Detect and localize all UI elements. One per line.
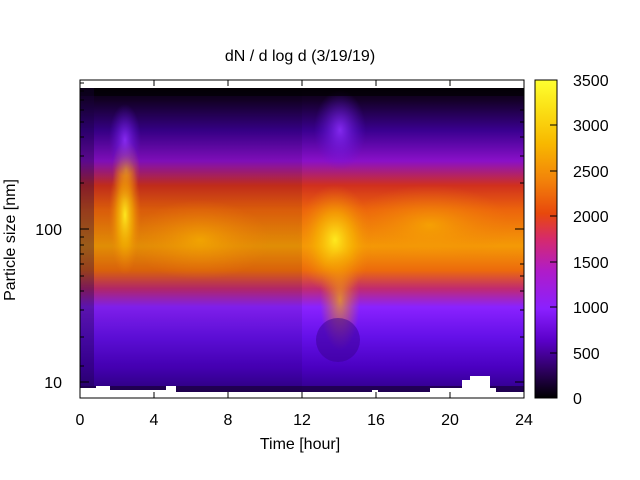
y-tick-label: 100 bbox=[35, 222, 62, 239]
colorbar-gradient bbox=[535, 80, 557, 398]
colorbar-tick-label: 3500 bbox=[573, 73, 609, 90]
y-axis: 10 100 Particle size [nm] bbox=[2, 82, 524, 392]
colorbar-tick-label: 3000 bbox=[573, 118, 609, 135]
heatmap-missing-data-mask bbox=[80, 376, 496, 392]
colorbar-tick-label: 2000 bbox=[573, 209, 609, 226]
heatmap-plot bbox=[80, 88, 524, 392]
colorbar: 0 500 1000 1500 2000 2500 3000 3500 bbox=[534, 73, 609, 408]
x-tick-label: 20 bbox=[441, 412, 459, 429]
x-axis-label: Time [hour] bbox=[260, 436, 340, 453]
colorbar-tick-label: 0 bbox=[573, 391, 582, 408]
x-tick-label: 4 bbox=[150, 412, 159, 429]
x-tick-label: 24 bbox=[515, 412, 533, 429]
colorbar-frame bbox=[534, 79, 558, 399]
colorbar-tick-label: 500 bbox=[573, 346, 600, 363]
x-tick-label: 8 bbox=[224, 412, 233, 429]
colorbar-tick-marks bbox=[550, 79, 557, 399]
heatmap-feature-mid-band bbox=[130, 200, 270, 280]
y-tick-marks bbox=[80, 82, 524, 383]
y-axis-label: Particle size [nm] bbox=[2, 179, 19, 301]
x-tick-label: 12 bbox=[293, 412, 311, 429]
x-tick-label: 16 bbox=[367, 412, 385, 429]
colorbar-tick-label: 1500 bbox=[573, 255, 609, 272]
y-tick-label: 10 bbox=[44, 375, 62, 392]
heatmap-left-edge bbox=[80, 88, 94, 386]
heatmap-feature-purple-noon bbox=[314, 90, 366, 170]
heatmap-top-dark-band bbox=[80, 88, 524, 96]
heatmap-bottom-dark-band bbox=[80, 386, 524, 392]
colorbar-tick-label: 2500 bbox=[573, 164, 609, 181]
chart-title: dN / d log d (3/19/19) bbox=[225, 48, 375, 65]
x-axis: 0 4 8 12 16 20 24 Time [hour] bbox=[76, 80, 533, 453]
colorbar-tick-label: 1000 bbox=[573, 300, 609, 317]
heatmap-feature-growth-dip bbox=[316, 318, 360, 362]
heatmap-feature-afternoon-band bbox=[350, 185, 510, 265]
heatmap-feature-purple-upper bbox=[109, 104, 141, 176]
x-tick-label: 0 bbox=[76, 412, 85, 429]
x-tick-marks bbox=[79, 80, 525, 398]
